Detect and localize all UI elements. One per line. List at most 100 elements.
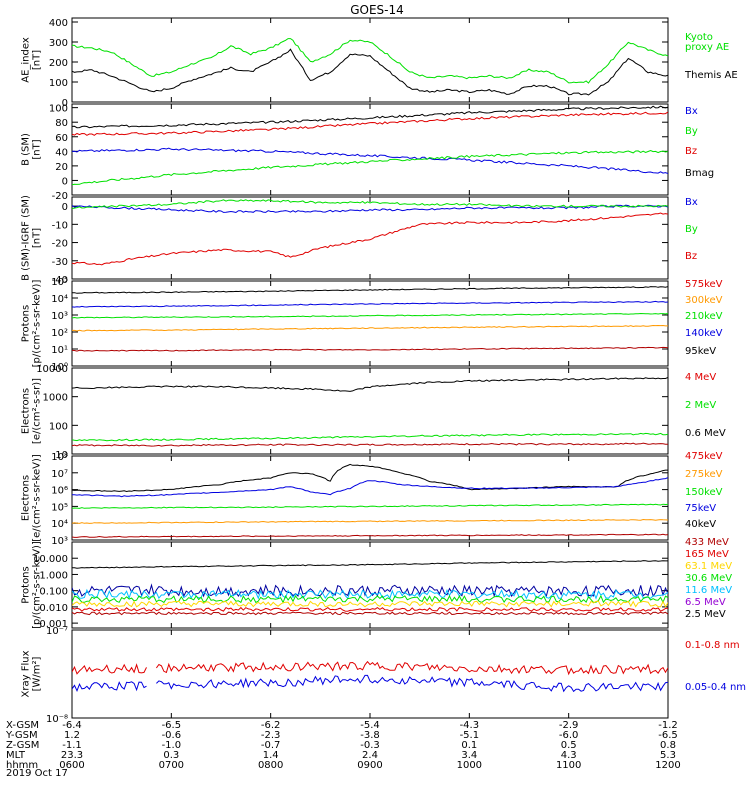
series-line-40kev [72, 463, 668, 493]
y-axis-label: Xray Flux [W/m²] [21, 650, 43, 697]
y-axis-label-line: B (SM)-IGRF (SM) [21, 195, 32, 281]
series-line-95kev [72, 286, 668, 294]
y-tick-label: 100 [49, 78, 68, 89]
series-line-by [72, 149, 668, 186]
orbit-cell: -1.2 [658, 720, 678, 731]
y-axis-label-line: [e/(cm²-s-sr)] [32, 378, 43, 444]
y-tick-label: 10000 [36, 364, 68, 375]
series-line-30-6-mev [72, 594, 668, 604]
orbit-cell: -3.8 [360, 730, 380, 741]
legend-label: 275keV [685, 469, 723, 480]
y-axis-label: Electrons [e/(cm²-s-sr)] [21, 378, 43, 444]
series-line-63-1-mev [72, 600, 668, 608]
orbit-cell: 0.8 [660, 740, 676, 751]
panel-frame [71, 455, 669, 541]
y-tick-label: 0.001 [39, 619, 68, 630]
orbit-cell: 0.5 [561, 740, 577, 751]
orbit-cell: -0.6 [162, 730, 182, 741]
legend-label: 140keV [685, 328, 723, 339]
series-line-0-6-mev [72, 377, 668, 392]
legend-label: Bx [685, 197, 698, 208]
y-tick-label: 40 [55, 147, 68, 158]
y-tick-label: -40 [52, 275, 68, 286]
panel-frame [71, 280, 669, 367]
y-tick-label: 10⁻⁸ [46, 714, 68, 725]
chart-panel-2: -20 0 20 40 60 80 100 B (SM) [nT] Bx By Bz Bmag [21, 103, 714, 202]
orbit-cell: 4.3 [561, 750, 577, 761]
y-tick-label: 10⁴ [51, 519, 68, 530]
legend-label: 475keV [685, 451, 723, 462]
orbit-cell: -5.4 [360, 720, 380, 731]
series-line-bmag [72, 105, 668, 129]
orbit-row-label: Z-GSM [6, 740, 39, 751]
y-tick-label: 100 [49, 421, 68, 432]
legend-label: 2 MeV [685, 400, 716, 411]
y-axis-label: Protons [p/(cm²-s-sr-keV)] [21, 541, 43, 629]
panel-frame [71, 367, 669, 455]
y-tick-label: 200 [49, 58, 68, 69]
series-line-themis-ae [72, 48, 668, 96]
date-label: 2019 Oct 17 [6, 768, 68, 779]
orbit-cell: 0700 [159, 760, 184, 771]
orbit-cell: 0.3 [163, 750, 179, 761]
chart-panel-3: -40 -30 -20 -10 0 B (SM)-IGRF (SM) [nT] Bx By Bz [21, 195, 698, 286]
series-line-6-5-mev [72, 583, 668, 598]
legend-label: 30.6 MeV [685, 573, 732, 584]
legend-label: 300keV [685, 295, 723, 306]
y-tick-label: 10³ [51, 536, 68, 547]
orbit-cell: 23.3 [61, 750, 83, 761]
orbit-cell: -1.1 [62, 740, 82, 751]
y-tick-label: 60 [55, 133, 68, 144]
orbit-cell: 0900 [357, 760, 382, 771]
series-line-300kev [72, 324, 668, 332]
y-tick-label: 80 [55, 118, 68, 129]
legend-label: 4 MeV [685, 372, 716, 383]
orbit-cell: 0800 [258, 760, 283, 771]
series-line-0-1-0-8-nm [155, 660, 668, 676]
y-tick-label: 10⁷ [51, 469, 68, 480]
series-line-433-mev [72, 611, 668, 616]
y-axis-label-line: [W/m²] [32, 656, 43, 691]
legend-label: Bz [685, 251, 697, 262]
orbit-row-label: hhmm [6, 760, 38, 771]
y-tick-label: 0 [62, 202, 68, 213]
y-axis-label-line: [nT] [32, 50, 43, 70]
y-tick-label: -30 [52, 257, 68, 268]
series-line-210kev [72, 312, 668, 319]
legend-label: By [685, 224, 698, 235]
y-tick-label: 10.000 [33, 554, 68, 565]
y-tick-label: 300 [49, 38, 68, 49]
orbit-cell: -6.0 [559, 730, 579, 741]
panel-frame [71, 541, 669, 629]
legend-label: 433 MeV [685, 537, 729, 548]
chart-panel-6: 10³ 10⁴ 10⁵ 10⁶ 10⁷ 10⁸ Electrons [e/(cm²-s-sr-… [21, 451, 723, 547]
orbit-cell: -6.5 [162, 720, 182, 731]
y-tick-label: 10⁻⁷ [46, 626, 68, 637]
legend-label: 150keV [685, 487, 723, 498]
y-tick-label: 10⁵ [51, 502, 68, 513]
y-tick-label: 10² [51, 328, 68, 339]
legend-label: 0.05-0.4 nm [685, 682, 746, 693]
y-axis-label-line: AE_index [21, 37, 32, 83]
legend-label: 0.6 MeV [685, 428, 726, 439]
legend-label: Kyoto [685, 32, 713, 43]
y-axis-label-line: Electrons [21, 475, 32, 521]
y-tick-label: -10 [52, 220, 68, 231]
orbit-cell: -0.7 [261, 740, 281, 751]
series-line-2-mev [72, 432, 668, 442]
y-axis-label-line: [p/(cm²-s-sr-keV)] [32, 541, 43, 629]
series-line-2-5-mev [72, 560, 668, 569]
orbit-cell: -1.0 [162, 740, 182, 751]
y-axis-label: Electrons [e/(cm²-s-sr-keV)] [21, 454, 43, 542]
orbit-cell: 1.2 [64, 730, 80, 741]
panel-frame [71, 17, 669, 103]
orbit-cell: 3.4 [461, 750, 477, 761]
series-line-150kev [72, 503, 668, 509]
y-axis-label: B (SM)-IGRF (SM) [nT] [21, 195, 43, 281]
y-axis-label: Protons [p/(cm²-s-sr-keV)] [21, 280, 43, 368]
orbit-cell: -6.2 [261, 720, 281, 731]
orbit-table: X-GSM -6.4 -6.5 -6.2 -5.4 -4.3 -2.9 -1.2 Y-GSM 1.… [5, 720, 681, 771]
